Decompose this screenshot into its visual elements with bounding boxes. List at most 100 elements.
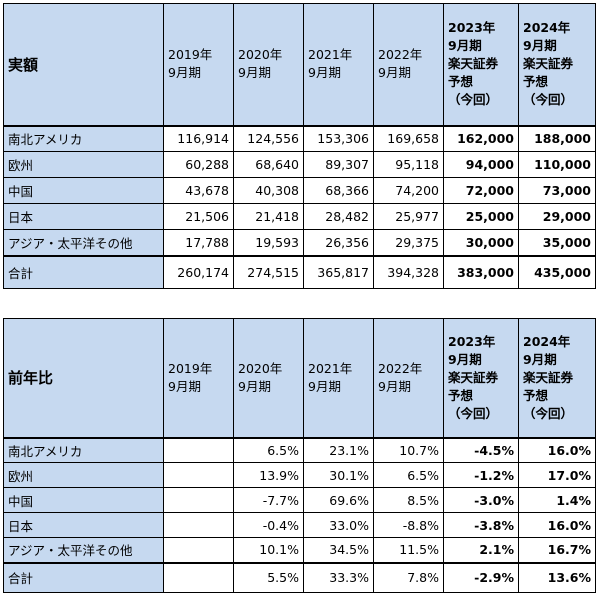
cell: 13.6%: [518, 561, 596, 593]
cell: 6.5%: [233, 436, 304, 463]
data-row: 欧州 60,288 68,640 89,307 95,118 94,000 110,000: [3, 151, 596, 178]
cell: [163, 537, 234, 563]
cell: 73,000: [518, 177, 596, 204]
corner-label: 実額: [3, 3, 164, 126]
row-label: 南北アメリカ: [3, 124, 164, 152]
header-row: 実額 2019年 9月期 2020年 9月期 2021年 9月期 2022年 9月期 2023年 9…: [3, 3, 596, 126]
total-row: 合計 260,174 274,515 365,817 394,328 383,000 435…: [3, 254, 596, 289]
header-line: （今回）: [448, 92, 499, 108]
cell: 21,506: [163, 203, 234, 230]
row-label: 日本: [3, 512, 164, 538]
column-header: 2020年 9月期: [233, 318, 304, 438]
cell: 94,000: [443, 151, 519, 178]
cell: 162,000: [443, 124, 519, 152]
row-label: 欧州: [3, 462, 164, 488]
header-line: 9月期: [523, 351, 557, 367]
cell: 5.5%: [233, 561, 304, 593]
column-header: 2019年 9月期: [163, 3, 234, 126]
data-row: アジア・太平洋その他 17,788 19,593 26,356 29,375 30,000…: [3, 229, 596, 256]
cell: 69.6%: [303, 487, 374, 513]
row-label: 中国: [3, 177, 164, 204]
cell: 16.0%: [518, 436, 596, 463]
growth-table: 前年比 2019年 9月期 2020年 9月期 2021年 9月期 2022年 9月期 2023年…: [3, 318, 596, 593]
header-line: 9月期: [168, 378, 201, 394]
cell: 28,482: [303, 203, 374, 230]
cell: 10.1%: [233, 537, 304, 563]
header-line: （今回）: [523, 405, 574, 421]
data-row: 日本 21,506 21,418 28,482 25,977 25,000 29,000: [3, 203, 596, 230]
cell: 13.9%: [233, 462, 304, 488]
column-header: 2023年 9月期 楽天証券 予想 （今回）: [443, 3, 519, 126]
cell: [163, 512, 234, 538]
header-line: 予想: [523, 387, 549, 403]
data-row: 南北アメリカ 6.5% 23.1% 10.7% -4.5% 16.0%: [3, 436, 596, 463]
data-row: アジア・太平洋その他 10.1% 34.5% 11.5% 2.1% 16.7%: [3, 537, 596, 563]
header-line: 2024年: [523, 20, 571, 36]
cell: 169,658: [373, 124, 444, 152]
cell: 29,000: [518, 203, 596, 230]
cell: 25,977: [373, 203, 444, 230]
row-label: 日本: [3, 203, 164, 230]
cell: 72,000: [443, 177, 519, 204]
cell: 153,306: [303, 124, 374, 152]
cell: 33.3%: [303, 561, 374, 593]
cell: 383,000: [443, 254, 519, 289]
cell: 6.5%: [373, 462, 444, 488]
cell: 89,307: [303, 151, 374, 178]
cell: 110,000: [518, 151, 596, 178]
cell: 124,556: [233, 124, 304, 152]
header-line: （今回）: [523, 92, 574, 108]
cell: 68,366: [303, 177, 374, 204]
cell: 116,914: [163, 124, 234, 152]
cell: 25,000: [443, 203, 519, 230]
cell: [163, 436, 234, 463]
column-header: 2023年 9月期 楽天証券 予想 （今回）: [443, 318, 519, 438]
cell: 394,328: [373, 254, 444, 289]
column-header: 2022年 9月期: [373, 318, 444, 438]
header-line: 9月期: [448, 351, 482, 367]
header-line: 9月期: [238, 378, 271, 394]
cell: 19,593: [233, 229, 304, 256]
corner-label: 前年比: [3, 318, 164, 438]
cell: -2.9%: [443, 561, 519, 593]
cell: 30.1%: [303, 462, 374, 488]
column-header: 2021年 9月期: [303, 318, 374, 438]
cell: -7.7%: [233, 487, 304, 513]
cell: 21,418: [233, 203, 304, 230]
column-header: 2024年 9月期 楽天証券 予想 （今回）: [518, 3, 596, 126]
header-line: 楽天証券: [523, 369, 574, 385]
cell: [163, 487, 234, 513]
cell: 274,515: [233, 254, 304, 289]
cell: 74,200: [373, 177, 444, 204]
header-line: 2022年: [378, 47, 423, 63]
cell: 8.5%: [373, 487, 444, 513]
header-line: 2020年: [238, 360, 283, 376]
row-label: 南北アメリカ: [3, 436, 164, 463]
header-row: 前年比 2019年 9月期 2020年 9月期 2021年 9月期 2022年 9月期 2023年…: [3, 318, 596, 438]
cell: 43,678: [163, 177, 234, 204]
header-line: 9月期: [448, 38, 482, 54]
cell: 16.0%: [518, 512, 596, 538]
row-label: 合計: [3, 254, 164, 289]
cell: 7.8%: [373, 561, 444, 593]
cell: 435,000: [518, 254, 596, 289]
cell: 34.5%: [303, 537, 374, 563]
cell: -3.0%: [443, 487, 519, 513]
header-line: 9月期: [238, 65, 271, 81]
cell: 2.1%: [443, 537, 519, 563]
cell: 1.4%: [518, 487, 596, 513]
header-line: 2019年: [168, 360, 213, 376]
header-line: 9月期: [168, 65, 201, 81]
header-line: 9月期: [308, 65, 341, 81]
sales-table: 実額 2019年 9月期 2020年 9月期 2021年 9月期 2022年 9月期 2023年 9…: [3, 3, 596, 289]
header-line: 2023年: [448, 333, 496, 349]
header-line: 2020年: [238, 47, 283, 63]
cell: 17,788: [163, 229, 234, 256]
column-header: 2019年 9月期: [163, 318, 234, 438]
cell: -0.4%: [233, 512, 304, 538]
cell: 10.7%: [373, 436, 444, 463]
header-line: 2024年: [523, 333, 571, 349]
row-label: 合計: [3, 561, 164, 593]
cell: 17.0%: [518, 462, 596, 488]
header-line: 楽天証券: [448, 369, 499, 385]
